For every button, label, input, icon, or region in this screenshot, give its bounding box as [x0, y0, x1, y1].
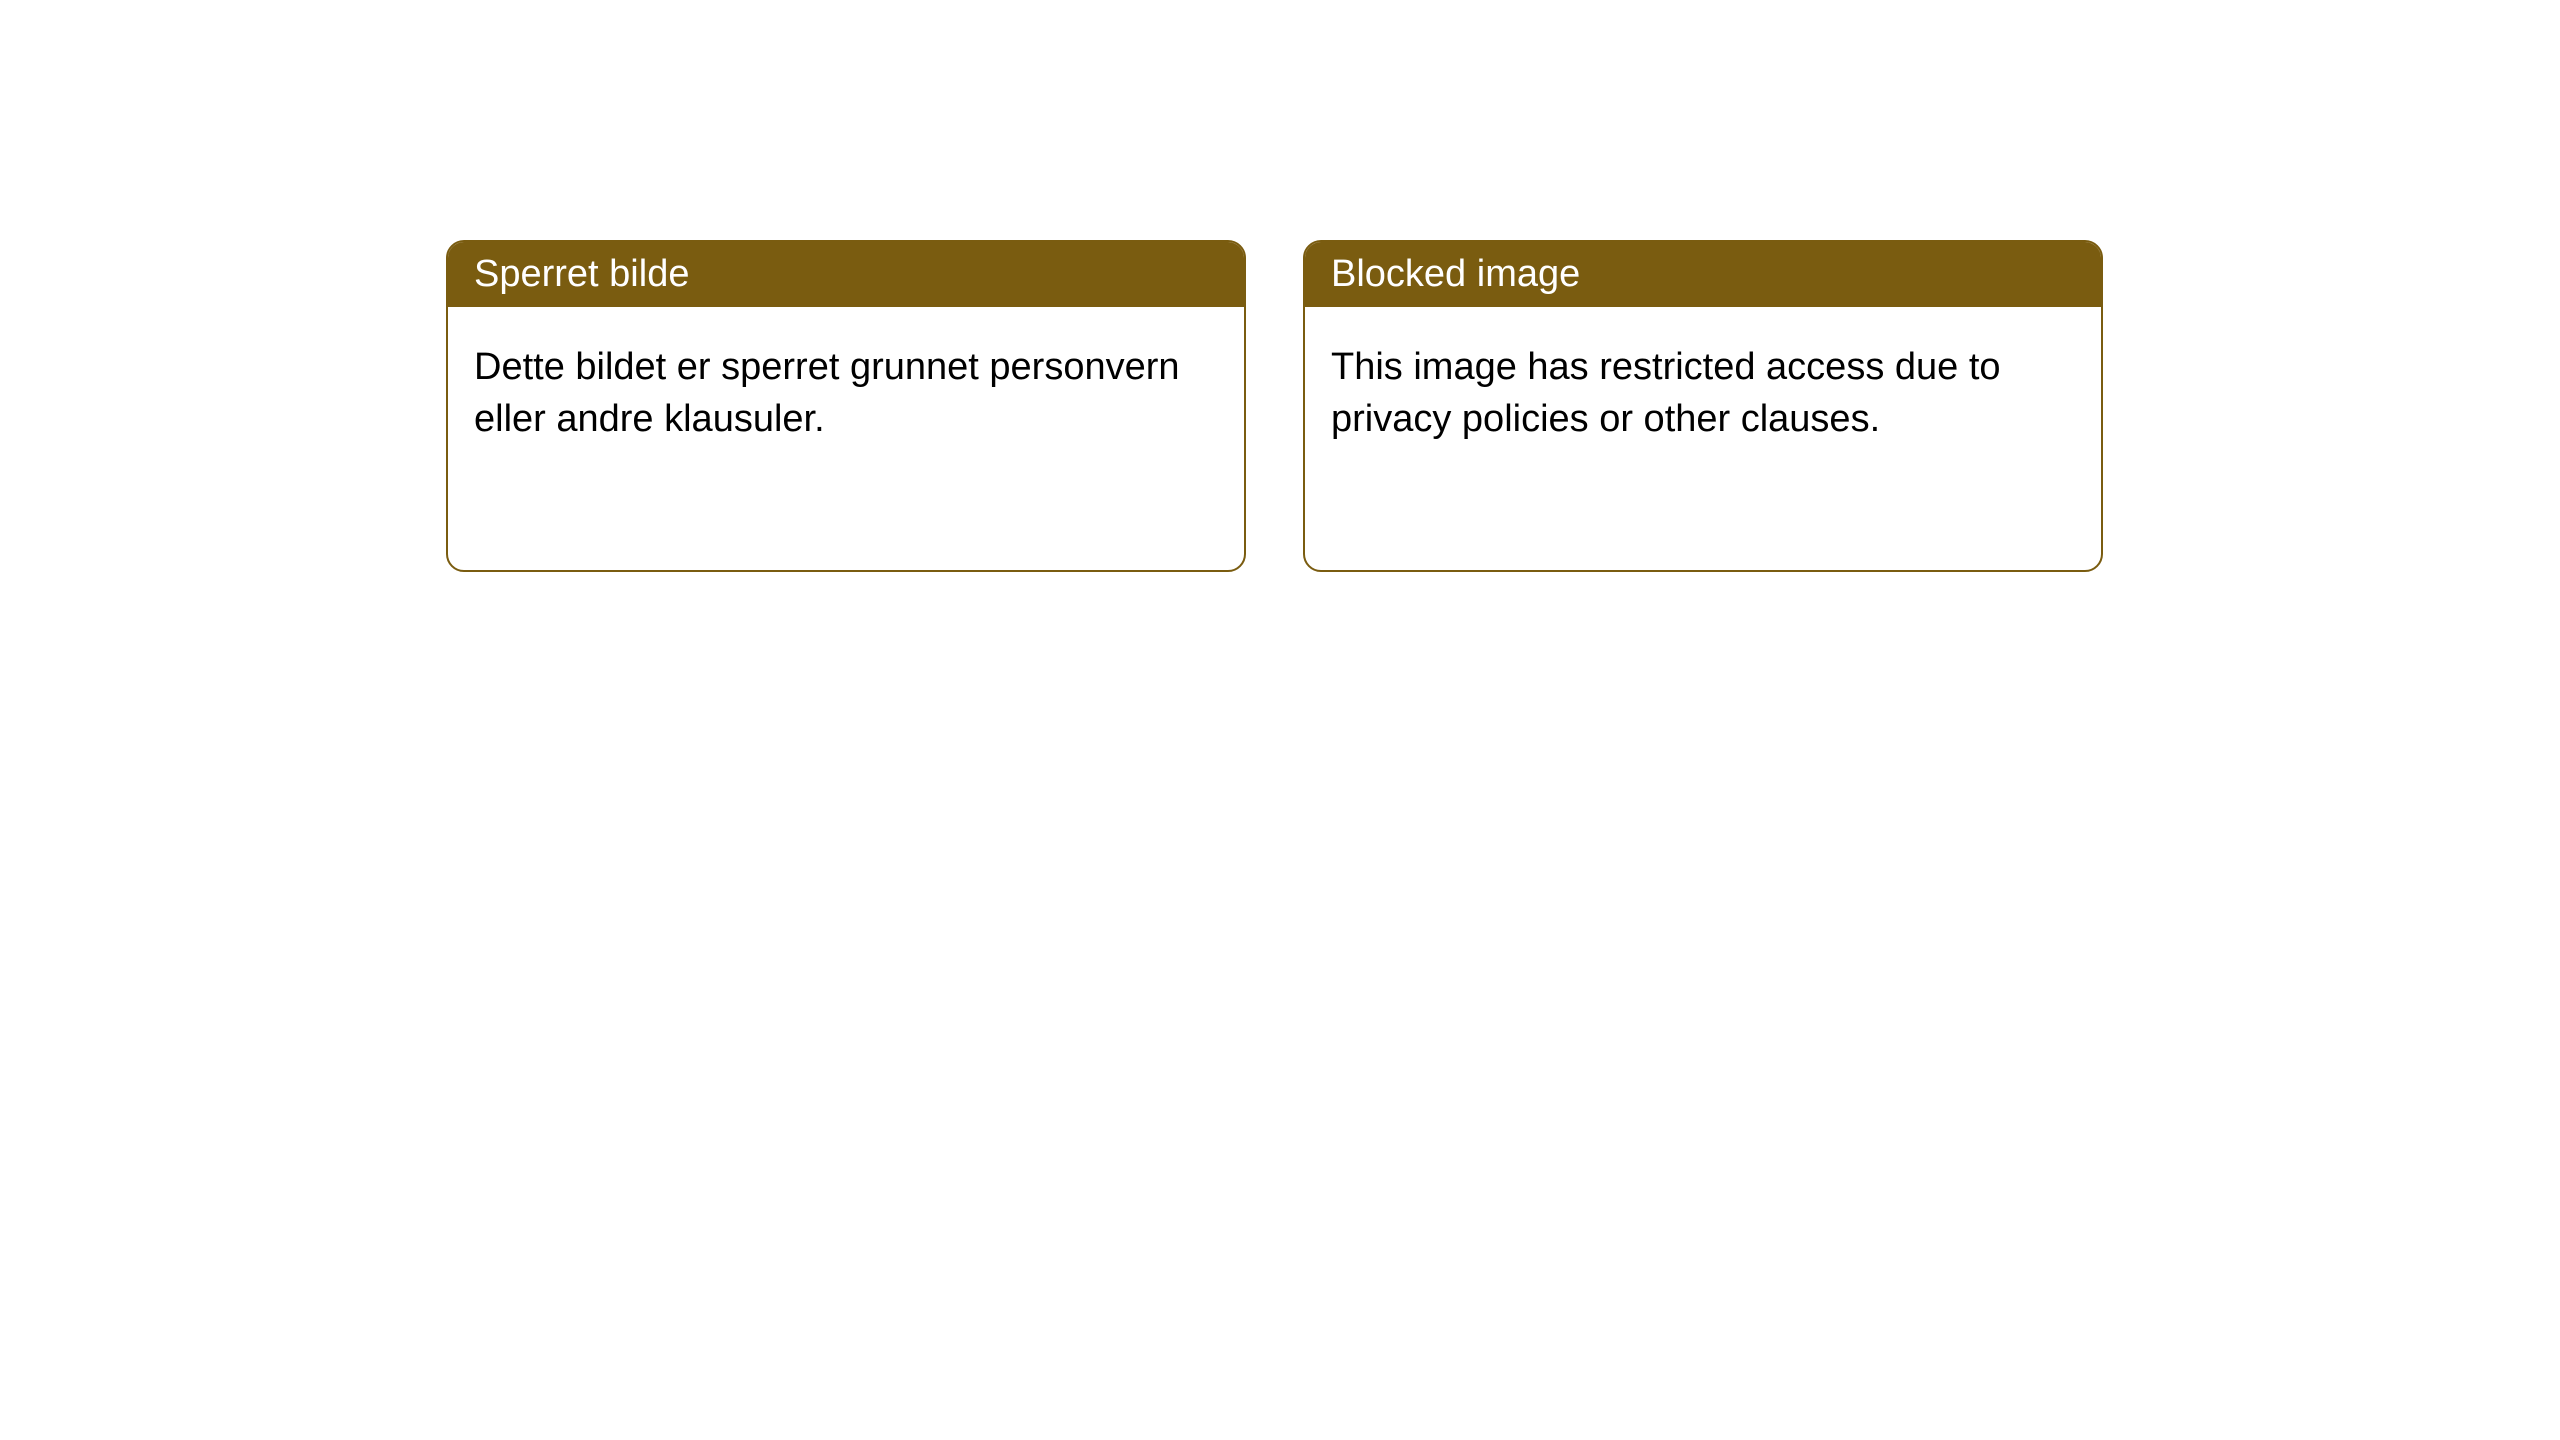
notice-body-english: This image has restricted access due to … [1305, 307, 2101, 480]
notice-card-english: Blocked image This image has restricted … [1303, 240, 2103, 572]
notice-card-norwegian: Sperret bilde Dette bildet er sperret gr… [446, 240, 1246, 572]
notice-body-norwegian: Dette bildet er sperret grunnet personve… [448, 307, 1244, 480]
notice-header-english: Blocked image [1305, 242, 2101, 307]
notice-container: Sperret bilde Dette bildet er sperret gr… [0, 0, 2560, 572]
notice-header-norwegian: Sperret bilde [448, 242, 1244, 307]
